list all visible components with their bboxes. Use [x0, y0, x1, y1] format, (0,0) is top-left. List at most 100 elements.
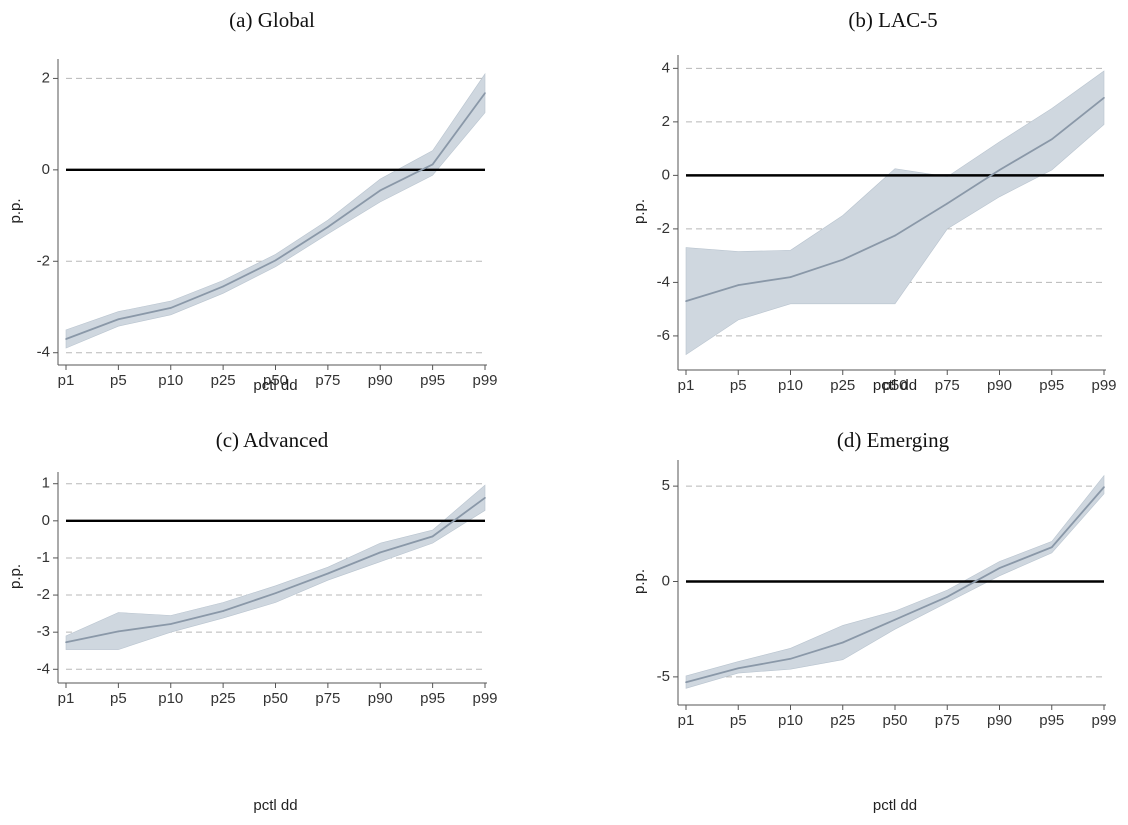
x-axis-title: pctl dd [253, 797, 297, 814]
confidence-band [65, 72, 486, 349]
estimate-point [274, 259, 277, 262]
x-tick-label: p10 [158, 690, 183, 707]
confidence-band [65, 484, 486, 650]
y-tick-label: -4 [37, 660, 50, 677]
y-axis-title: p.p. [631, 199, 648, 224]
estimate-point [789, 276, 792, 278]
y-tick-label: -1 [37, 549, 50, 566]
estimate-point [327, 226, 329, 228]
x-tick-label: p10 [158, 372, 183, 389]
x-tick-label: p99 [472, 372, 497, 389]
x-tick-label: p75 [935, 712, 960, 729]
estimate-point [998, 567, 1001, 569]
y-tick-label: -2 [37, 252, 50, 269]
chart-panel-1: (a) Global -4 -2 0 2 p1 p5 p10 p25 p50 p75 p90 p95 p9… [7, 8, 498, 394]
x-tick-label: p25 [211, 690, 236, 707]
x-tick-label: p50 [263, 690, 288, 707]
estimate-point [789, 657, 792, 660]
x-tick-label: p90 [368, 372, 393, 389]
estimate-point [379, 551, 382, 554]
x-tick-label: p50 [882, 377, 907, 394]
estimate-point [117, 318, 120, 321]
x-tick-label: p25 [211, 372, 236, 389]
chart-panel-2: (b) LAC-5 -6 -4 -2 0 2 4 p1 p5 p10 p25 p50 p75 p90 p95… [631, 8, 1117, 394]
estimate-point [169, 307, 172, 309]
estimate-point [431, 535, 434, 538]
x-tick-label: p95 [420, 372, 445, 389]
x-tick-label: p5 [110, 372, 127, 389]
y-tick-label: -6 [657, 327, 670, 344]
estimate-point [946, 595, 949, 598]
estimate-point [1103, 96, 1105, 99]
x-tick-label: p1 [678, 377, 695, 394]
x-tick-label: p99 [472, 690, 497, 707]
x-tick-label: p10 [778, 377, 803, 394]
x-tick-label: p90 [987, 377, 1012, 394]
x-tick-label: p95 [420, 690, 445, 707]
x-tick-label: p50 [882, 712, 907, 729]
y-tick-label: 0 [42, 512, 50, 529]
x-tick-label: p99 [1091, 712, 1116, 729]
y-tick-label: -5 [657, 668, 670, 685]
estimate-point [327, 572, 329, 575]
y-tick-label: 4 [662, 59, 670, 76]
x-axis-title: pctl dd [873, 797, 917, 814]
y-tick-label: 2 [662, 113, 670, 130]
x-tick-label: p25 [830, 377, 855, 394]
x-axis-title: pctl dd [253, 377, 297, 394]
chart-title: (b) LAC-5 [848, 8, 937, 32]
y-axis-title: p.p. [7, 198, 24, 223]
estimate-point [1103, 486, 1105, 488]
x-tick-label: p5 [730, 712, 747, 729]
x-tick-label: p50 [263, 372, 288, 389]
estimate-point [1050, 546, 1053, 548]
estimate-point [274, 592, 277, 595]
x-tick-label: p75 [315, 690, 340, 707]
estimate-point [841, 641, 844, 644]
y-tick-label: -2 [657, 220, 670, 237]
x-tick-label: p90 [987, 712, 1012, 729]
estimate-point [65, 641, 67, 643]
estimate-point [894, 234, 896, 237]
estimate-point [222, 285, 224, 288]
estimate-point [169, 623, 172, 625]
x-tick-label: p1 [58, 690, 75, 707]
x-tick-label: p99 [1091, 377, 1116, 394]
y-tick-label: 0 [42, 161, 50, 178]
estimate-line [685, 486, 1105, 684]
estimate-point [222, 610, 224, 612]
estimate-point [685, 681, 687, 684]
estimate-point [841, 258, 844, 261]
x-tick-label: p25 [830, 712, 855, 729]
x-tick-label: p75 [935, 377, 960, 394]
x-tick-label: p95 [1039, 377, 1064, 394]
y-tick-label: 5 [662, 477, 670, 494]
estimate-point [117, 630, 120, 633]
x-axis-title: pctl dd [873, 377, 917, 394]
chart-title: (c) Advanced [216, 428, 329, 452]
estimate-point [946, 202, 949, 205]
confidence-band [685, 70, 1105, 356]
x-tick-label: p90 [368, 690, 393, 707]
confidence-band [685, 474, 1105, 689]
estimate-point [484, 497, 486, 499]
x-tick-label: p10 [778, 712, 803, 729]
chart-panel-4: (d) Emerging -5 0 5 p1 p5 p10 p25 p50 p75 p90 p95 p9… [631, 428, 1117, 814]
x-tick-label: p75 [315, 372, 340, 389]
estimate-point [685, 300, 687, 302]
estimate-point [379, 189, 382, 192]
x-tick-label: p1 [678, 712, 695, 729]
y-tick-label: 0 [662, 572, 670, 589]
y-tick-label: -4 [37, 344, 50, 361]
y-tick-label: -3 [37, 623, 50, 640]
estimate-point [894, 618, 896, 621]
estimate-point [65, 338, 67, 340]
x-tick-label: p95 [1039, 712, 1064, 729]
estimate-point [737, 284, 740, 286]
y-axis-title: p.p. [631, 569, 648, 594]
chart-panel-3: (c) Advanced -4 -3 -2 -1 0 1 p1 p5 p10 p25 p50 p75 p9… [7, 428, 498, 814]
estimate-line [65, 92, 486, 340]
chart-title: (d) Emerging [837, 428, 950, 452]
x-tick-label: p5 [110, 690, 127, 707]
